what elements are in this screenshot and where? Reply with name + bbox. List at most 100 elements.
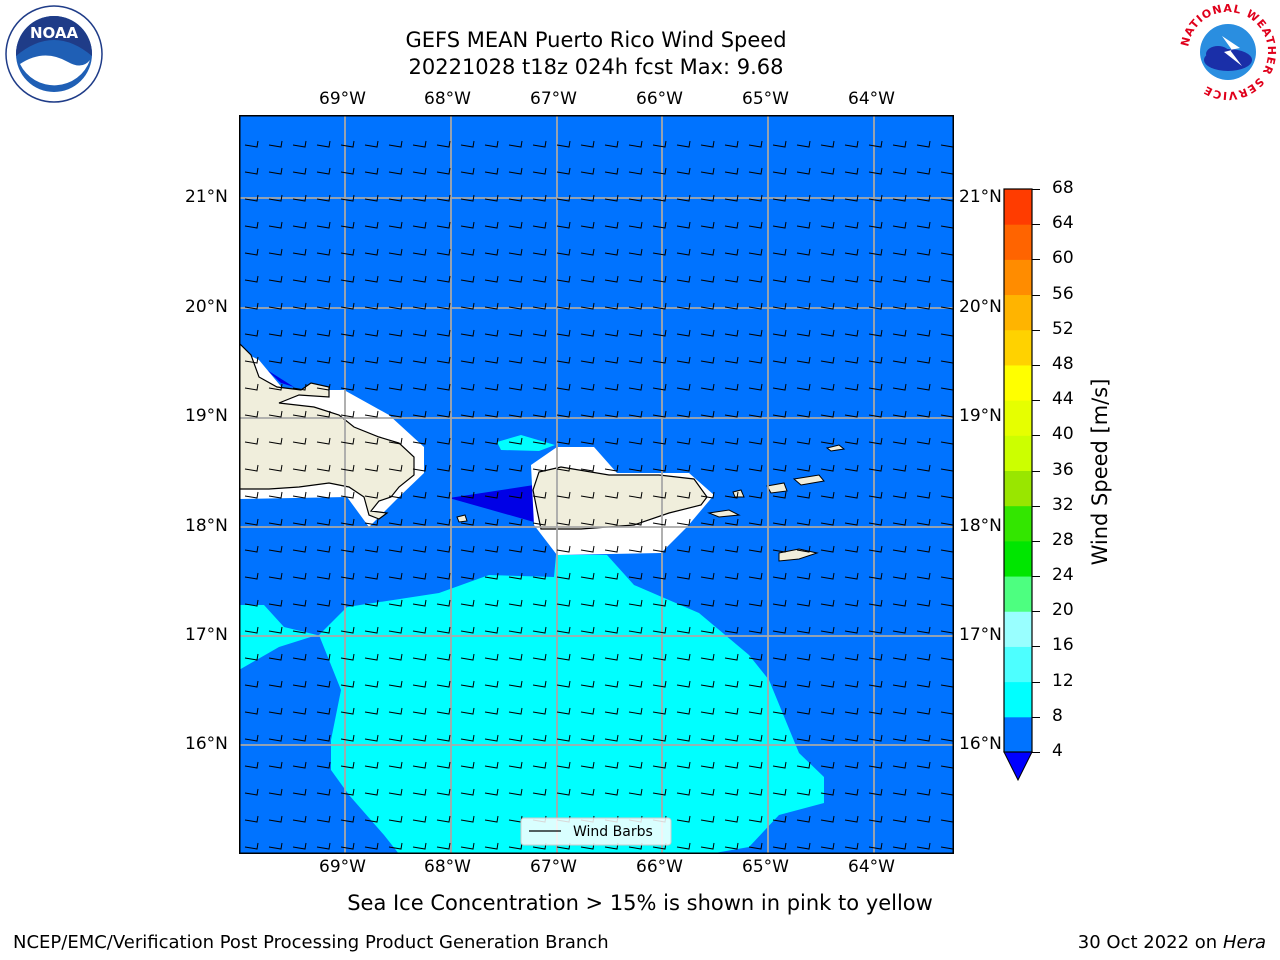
wind-barb [820, 140, 835, 148]
wind-barb [724, 734, 739, 742]
noaa-logo-text: NOAA [30, 24, 79, 42]
wind-barb [244, 248, 259, 256]
wind-barb [268, 356, 283, 364]
wind-barb [772, 194, 787, 202]
wind-barb [340, 194, 355, 202]
wind-barb [388, 572, 403, 580]
wind-barb [292, 167, 307, 175]
wind-barb [892, 437, 907, 445]
wind-barb [604, 761, 619, 769]
wind-barb [772, 842, 787, 850]
wind-barb [268, 275, 283, 283]
wind-barb [916, 491, 931, 499]
wind-barb [676, 356, 691, 364]
wind-barb [556, 788, 571, 796]
wind-barb [700, 464, 715, 472]
wind-barb [820, 194, 835, 202]
colorbar-tick-label: 36 [1052, 459, 1074, 480]
bvi-island [825, 444, 846, 452]
wind-barb [748, 707, 763, 715]
wind-barb [652, 626, 667, 634]
wind-barbs-legend: Wind Barbs [520, 817, 672, 846]
wind-barb [724, 194, 739, 202]
wind-barb [700, 653, 715, 661]
wind-barb [532, 599, 547, 607]
wind-barb [820, 626, 835, 634]
wind-barb [748, 221, 763, 229]
lat-tick-left-19n: 19°N [185, 406, 228, 426]
wind-barb [724, 410, 739, 418]
wind-barb [892, 761, 907, 769]
noaa-logo-icon: NOAA [5, 5, 103, 103]
wind-barb [892, 626, 907, 634]
st-thomas-island [766, 482, 788, 494]
wind-barb [508, 410, 523, 418]
colorbar-segment [1004, 259, 1032, 296]
wind-barb [340, 464, 355, 472]
wind-barb [268, 626, 283, 634]
colorbar-tick-label: 24 [1052, 565, 1074, 586]
wind-barb [484, 734, 499, 742]
wind-barb [916, 356, 931, 364]
wind-barb [772, 518, 787, 526]
wind-barb [820, 248, 835, 256]
wind-barb [796, 167, 811, 175]
wind-barb [460, 545, 475, 553]
wind-barb [580, 275, 595, 283]
lon-tick-top-67w: 67°W [530, 89, 577, 109]
wind-barb [388, 437, 403, 445]
wind-barb [484, 626, 499, 634]
wind-barb [364, 464, 379, 472]
wind-barb [796, 788, 811, 796]
wind-barb [556, 302, 571, 310]
colorbar-tick-mark [1032, 505, 1040, 507]
wind-barb [556, 275, 571, 283]
wind-barb [508, 599, 523, 607]
map-title: GEFS MEAN Puerto Rico Wind Speed [405, 28, 787, 52]
wind-barb [532, 518, 547, 526]
wind-barb [844, 356, 859, 364]
wind-barb [292, 329, 307, 337]
wind-barb [508, 275, 523, 283]
wind-barb [796, 680, 811, 688]
footer-date-text: 30 Oct 2022 on [1077, 932, 1223, 953]
wind-barb [796, 383, 811, 391]
wind-barb [796, 842, 811, 850]
wind-band-8-12-mona [497, 435, 555, 451]
wind-barb [508, 545, 523, 553]
wind-barb [820, 221, 835, 229]
wind-barb [796, 356, 811, 364]
wind-barb [580, 788, 595, 796]
wind-barb [364, 545, 379, 553]
wind-barb [628, 410, 643, 418]
wind-barb [244, 653, 259, 661]
colorbar-segment [1004, 611, 1032, 647]
wind-barb [700, 626, 715, 634]
wind-barb [508, 761, 523, 769]
wind-barb [436, 356, 451, 364]
wind-barb [436, 572, 451, 580]
wind-barb [244, 383, 259, 391]
footer-host: Hera [1222, 932, 1266, 953]
wind-barb [628, 383, 643, 391]
wind-barb [892, 491, 907, 499]
wind-barb [364, 437, 379, 445]
nws-logo-icon: NATIONAL WEATHER SERVICE [1178, 2, 1277, 102]
wind-barb [412, 788, 427, 796]
wind-barb [388, 599, 403, 607]
colorbar-segment [1004, 224, 1032, 260]
wind-barb [388, 491, 403, 499]
wind-barb [340, 761, 355, 769]
wind-barb [748, 653, 763, 661]
wind-barb [772, 815, 787, 823]
wind-barb [628, 788, 643, 796]
wind-barb [748, 329, 763, 337]
wind-barb [532, 437, 547, 445]
wind-barb [676, 491, 691, 499]
wind-barb [580, 410, 595, 418]
wind-barb [508, 437, 523, 445]
wind-barb [508, 734, 523, 742]
wind-barb [316, 653, 331, 661]
wind-barb [796, 626, 811, 634]
wind-barb [556, 356, 571, 364]
